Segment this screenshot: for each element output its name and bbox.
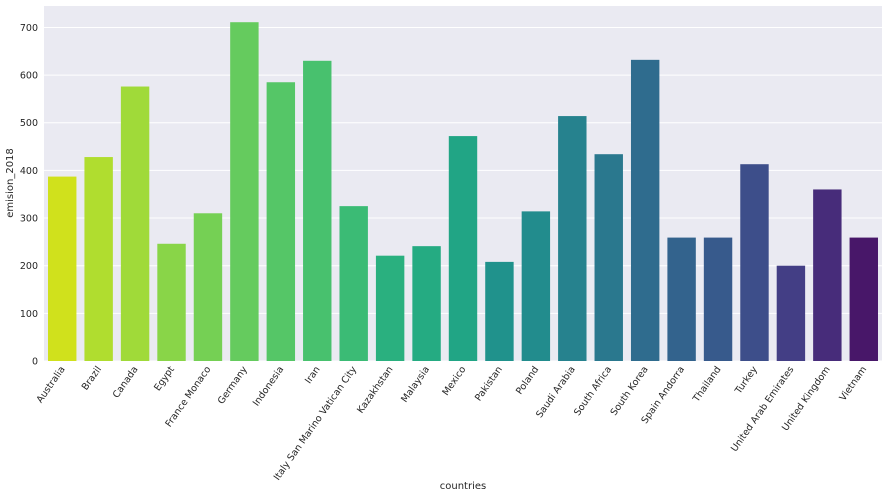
x-tick-label: Turkey [733, 364, 761, 397]
bar [375, 255, 405, 361]
bar [740, 164, 769, 361]
bar [339, 206, 368, 361]
bar [849, 237, 878, 361]
y-tick-label: 500 [20, 118, 38, 129]
y-tick-label: 200 [20, 261, 38, 272]
y-tick-label: 400 [20, 166, 38, 177]
x-tick-label: Malaysia [399, 364, 432, 404]
y-tick-label: 700 [20, 23, 38, 34]
x-tick-label: Italy San Marino Vatican City [272, 364, 360, 483]
x-tick-label: Australia [35, 364, 68, 405]
y-tick-label: 100 [20, 309, 38, 320]
x-tick-label: Brazil [80, 364, 104, 392]
bar [303, 60, 332, 362]
x-tick-label: Iran [303, 364, 323, 386]
x-tick-label: United Arab Emirates [729, 364, 796, 454]
x-tick-label: Pakistan [473, 364, 505, 403]
x-axis-label: countries [440, 481, 486, 492]
bar [84, 157, 113, 361]
y-tick-label: 0 [32, 357, 38, 368]
bar [667, 237, 696, 361]
x-tick-label: Germany [216, 364, 250, 406]
bar [594, 154, 623, 361]
bar [412, 246, 441, 361]
bar [48, 176, 77, 361]
bar [521, 211, 551, 361]
bar [630, 59, 660, 361]
x-tick-label: Egypt [152, 364, 177, 393]
bars [48, 22, 878, 362]
x-tick-label: Thailand [691, 364, 724, 405]
y-tick-labels: 0 100 200 300 400 500 600 700 [20, 23, 38, 368]
y-tick-label: 600 [20, 71, 38, 82]
bar [120, 86, 150, 361]
x-tick-label: Canada [111, 364, 141, 400]
bar [157, 243, 186, 361]
x-tick-label: Poland [514, 364, 541, 396]
y-tick-label: 300 [20, 214, 38, 225]
x-tick-label: Kazakhstan [355, 364, 395, 415]
x-tick-label: Vietnam [838, 364, 870, 403]
x-tick-label: Mexico [440, 364, 468, 398]
x-tick-label: Indonesia [251, 364, 286, 408]
bar [266, 82, 296, 361]
x-tick-label: South Korea [609, 364, 651, 417]
bar [230, 22, 259, 361]
x-tick-label: South Africa [572, 364, 614, 418]
bar [776, 265, 806, 361]
bar [485, 261, 514, 361]
bar [558, 116, 587, 361]
y-axis-label: emision_2018 [5, 148, 16, 218]
bar [193, 213, 223, 361]
bar [813, 189, 842, 361]
bar [703, 237, 733, 361]
bar [448, 136, 478, 361]
